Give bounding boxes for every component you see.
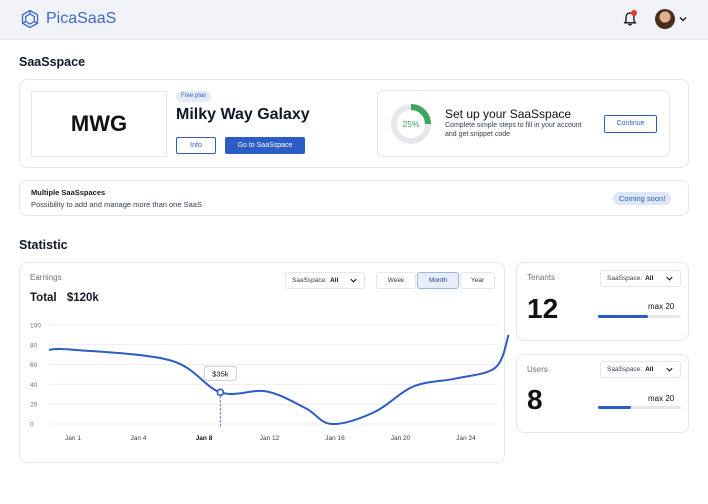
tenants-saasspace-filter[interactable]: SaaSspace: All (600, 270, 681, 287)
tenants-count: 12 (527, 293, 559, 324)
saasspace-section-title: SaaSspace (19, 55, 86, 69)
tooltip-value: $35k (212, 369, 229, 378)
filter-label: SaaSspace: (607, 366, 643, 373)
earnings-saasspace-filter[interactable]: SaaSspace: All (285, 272, 365, 289)
users-count: 8 (527, 384, 543, 415)
filter-value: All (330, 277, 339, 284)
x-tick-label: Jan 24 (456, 435, 476, 442)
plan-badge: Free plan (176, 91, 212, 102)
saasspace-card (19, 79, 689, 168)
tenants-progress-fill (598, 315, 648, 318)
period-week[interactable]: Week (376, 272, 416, 289)
filter-label: SaaSspace: (292, 277, 328, 284)
statistic-section-title: Statistic (19, 238, 68, 252)
top-bar: PicaSaaS (0, 0, 708, 40)
filter-value: All (645, 275, 654, 282)
earnings-card (19, 262, 505, 463)
chevron-down-icon (666, 276, 673, 281)
y-tick-label: 0 (30, 422, 34, 429)
multiple-saasspaces-title: Multiple SaaSspaces (31, 188, 106, 197)
tenants-progress (598, 315, 681, 318)
notification-dot (631, 10, 637, 16)
highlight-point (216, 388, 225, 397)
multiple-saasspaces-card (19, 180, 689, 216)
total-label: Total (30, 292, 57, 304)
earnings-total: Total $120k (30, 292, 99, 304)
avatar[interactable] (655, 9, 675, 29)
x-tick-label: Jan 1 (65, 435, 81, 442)
earnings-line (48, 334, 510, 426)
y-tick-label: 40 (30, 382, 38, 389)
chevron-down-icon (666, 367, 673, 372)
y-tick-label: 20 (30, 402, 38, 409)
x-tick-label: Jan 16 (325, 435, 345, 442)
x-tick-label: Jan 12 (260, 435, 280, 442)
tenants-label: Tenants (527, 273, 556, 282)
tenants-max: max 20 (648, 302, 675, 311)
users-progress (598, 406, 681, 409)
x-tick-label: Jan 4 (131, 435, 147, 442)
saasspace-name: Milky Way Galaxy (176, 106, 310, 123)
users-max: max 20 (648, 394, 675, 403)
setup-title: Set up your SaaSspace (445, 107, 572, 121)
brand-name: PicaSaaS (46, 10, 117, 27)
period-month[interactable]: Month (417, 272, 459, 289)
filter-label: SaaSspace: (607, 275, 643, 282)
chevron-down-icon[interactable] (678, 14, 688, 24)
tooltip-box (203, 365, 237, 381)
x-tick-label: Jan 20 (391, 435, 411, 442)
setup-progress-label: 25% (402, 119, 419, 129)
users-label: Users (527, 365, 548, 374)
brand-logo[interactable]: PicaSaaS (20, 9, 116, 29)
earnings-label: Earnings (30, 273, 62, 282)
setup-description: Complete simple steps to fill in your ac… (445, 122, 582, 138)
continue-button[interactable]: Continue (604, 115, 657, 133)
total-value: $120k (66, 292, 99, 304)
chevron-down-icon (350, 278, 357, 283)
saasspace-logo: MWG (31, 91, 167, 157)
setup-panel (377, 90, 670, 157)
info-button[interactable]: Info (176, 137, 216, 154)
coming-soon-badge: Coming soon! (613, 192, 672, 205)
y-tick-label: 60 (30, 362, 38, 369)
filter-value: All (645, 366, 654, 373)
go-to-saasspace-button[interactable]: Go to SaaSspace (225, 137, 305, 154)
period-year[interactable]: Year (460, 272, 495, 289)
users-saasspace-filter[interactable]: SaaSspace: All (600, 361, 681, 378)
setup-progress-donut: 25% (391, 104, 431, 144)
y-tick-label: 100 (30, 323, 41, 330)
logo-icon (21, 9, 39, 29)
x-tick-label: Jan 8 (196, 435, 213, 442)
y-tick-label: 80 (30, 342, 38, 349)
multiple-saasspaces-description: Possibility to add and manage more than … (31, 200, 202, 209)
users-progress-fill (598, 406, 632, 409)
